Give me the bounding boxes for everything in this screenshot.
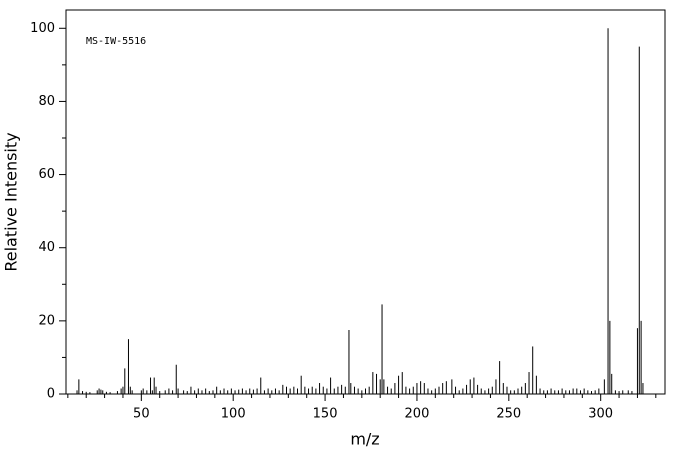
y-axis-label: Relative Intensity [2, 132, 21, 271]
y-tick-label: 100 [30, 21, 55, 36]
y-tick-label: 0 [47, 387, 55, 402]
y-tick-label: 20 [38, 313, 55, 328]
x-tick-label: 200 [405, 407, 430, 422]
x-tick-label: 150 [313, 407, 338, 422]
x-axis-label: m/z [350, 430, 379, 449]
y-tick-label: 60 [38, 167, 55, 182]
x-tick-label: 250 [496, 407, 521, 422]
y-tick-label: 80 [38, 94, 55, 109]
y-tick-label: 40 [38, 240, 55, 255]
annotation: MS-IW-5516 [86, 36, 146, 47]
plot-frame [65, 9, 666, 395]
x-tick-label: 100 [221, 407, 246, 422]
x-tick-label: 300 [588, 407, 613, 422]
x-tick-label: 50 [133, 407, 150, 422]
